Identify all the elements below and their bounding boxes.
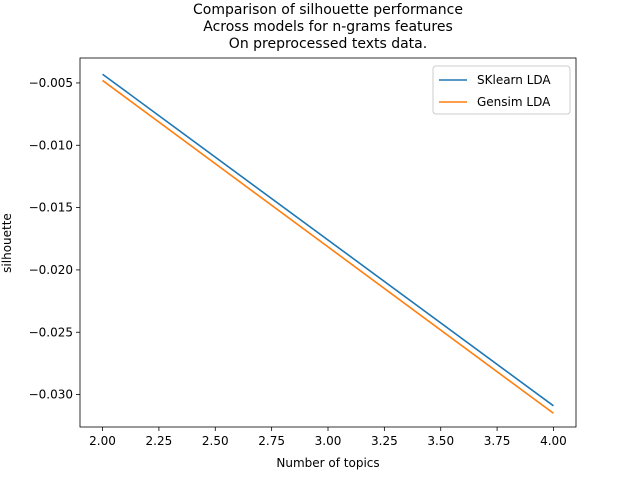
x-tick-label: 4.00 xyxy=(540,434,567,448)
y-tick-label: −0.010 xyxy=(29,138,73,152)
x-tick-label: 3.25 xyxy=(371,434,398,448)
x-tick-label: 2.75 xyxy=(258,434,285,448)
legend-box xyxy=(432,65,571,115)
chart-title-line-1: Comparison of silhouette performance xyxy=(193,2,463,18)
legend-label: Gensim LDA xyxy=(477,95,551,109)
chart-title-line-3: On preprocessed texts data. xyxy=(229,36,427,52)
y-tick-label: −0.025 xyxy=(29,325,73,339)
y-tick-label: −0.015 xyxy=(29,201,73,215)
y-tick-label: −0.005 xyxy=(29,76,73,90)
x-tick-label: 3.50 xyxy=(427,434,454,448)
x-tick-label: 2.50 xyxy=(202,434,229,448)
y-axis-label: silhouette xyxy=(0,213,14,273)
y-tick-label: −0.030 xyxy=(29,388,73,402)
x-tick-label: 2.25 xyxy=(146,434,173,448)
x-axis-label: Number of topics xyxy=(276,456,379,470)
x-tick-label: 3.00 xyxy=(315,434,342,448)
series-line-sklearn-lda xyxy=(102,73,554,407)
x-tick-label: 3.75 xyxy=(484,434,511,448)
plot-area: 2.00 2.25 2.50 2.75 3.00 3.25 3.50 3.75 4.00 −0.0… xyxy=(29,57,577,448)
y-tick-label: −0.020 xyxy=(29,263,73,277)
x-tick-label: 2.00 xyxy=(89,434,116,448)
chart-title-line-2: Across models for n-grams features xyxy=(203,19,452,35)
legend-label: SKlearn LDA xyxy=(477,73,551,87)
series-line-gensim-lda xyxy=(102,79,554,414)
